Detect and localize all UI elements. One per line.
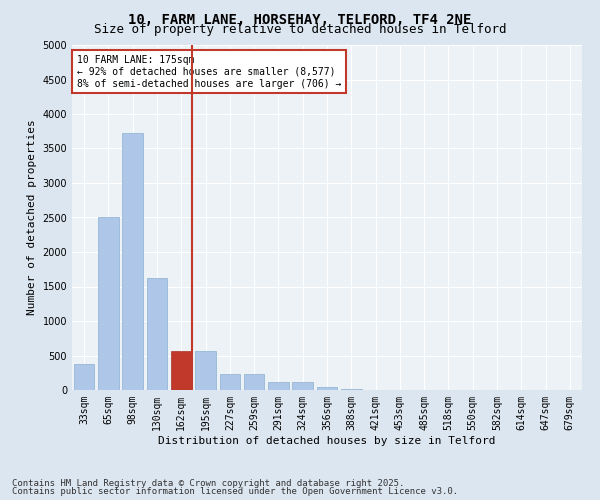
Bar [317,387,337,390]
X-axis label: Distribution of detached houses by size in Telford: Distribution of detached houses by size … [158,436,496,446]
Bar [195,352,216,390]
Bar [220,374,240,390]
Bar [122,134,143,390]
Bar [98,218,119,390]
Bar [268,382,289,390]
Bar [292,382,313,390]
Text: 10, FARM LANE, HORSEHAY, TELFORD, TF4 2NE: 10, FARM LANE, HORSEHAY, TELFORD, TF4 2N… [128,12,472,26]
Y-axis label: Number of detached properties: Number of detached properties [27,120,37,316]
Bar [171,352,191,390]
Bar [244,374,265,390]
Text: Contains HM Land Registry data © Crown copyright and database right 2025.: Contains HM Land Registry data © Crown c… [12,478,404,488]
Bar [74,364,94,390]
Text: Size of property relative to detached houses in Telford: Size of property relative to detached ho… [94,22,506,36]
Bar [146,278,167,390]
Text: 10 FARM LANE: 175sqm
← 92% of detached houses are smaller (8,577)
8% of semi-det: 10 FARM LANE: 175sqm ← 92% of detached h… [77,56,341,88]
Text: Contains public sector information licensed under the Open Government Licence v3: Contains public sector information licen… [12,487,458,496]
